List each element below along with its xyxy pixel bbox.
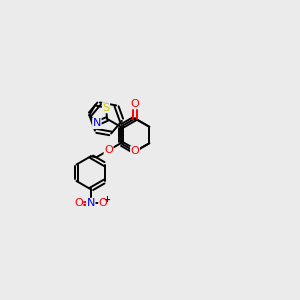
- Text: O: O: [74, 198, 83, 208]
- Text: O: O: [130, 99, 140, 109]
- Text: S: S: [102, 103, 110, 113]
- Text: +: +: [103, 195, 111, 204]
- Text: O: O: [130, 146, 140, 157]
- Text: N: N: [87, 198, 95, 208]
- Text: O: O: [99, 198, 107, 208]
- Text: O: O: [104, 145, 113, 155]
- Text: N: N: [93, 118, 101, 128]
